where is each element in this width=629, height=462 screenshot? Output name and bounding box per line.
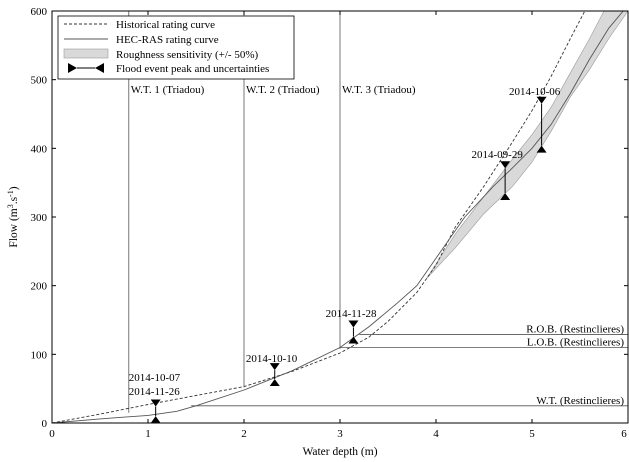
restinclieres-label-1: R.O.B. (Restinclieres) (526, 323, 624, 335)
y-tick-label-3: 300 (31, 212, 48, 224)
legend: Historical rating curve HEC-RAS rating cu… (57, 15, 295, 80)
flood-event-5-lower-marker (536, 145, 547, 153)
y-axis-title-part-0: Flow (m (8, 208, 20, 247)
flood-event-2-lower-marker (269, 379, 280, 387)
triadou-label-3: W.T. 3 (Triadou) (342, 84, 416, 96)
legend-label-flood: Flood event peak and uncertainties (116, 63, 269, 75)
x-tick-label-3: 3 (337, 428, 343, 440)
y-tick-label-1: 100 (31, 349, 48, 361)
y-axis-title-part-2: .s (8, 196, 20, 204)
y-tick-label-6: 600 (31, 6, 48, 18)
flood-label-5: 2014-10-06 (509, 86, 561, 98)
x-tick-label-0: 0 (49, 428, 55, 440)
y-tick-label-2: 200 (31, 281, 48, 293)
flood-label-2: 2014-10-10 (246, 353, 298, 365)
x-tick-label-5: 5 (529, 428, 535, 440)
flood-event-2-upper-marker (269, 363, 280, 371)
flood-event-1-lower-marker (150, 416, 161, 424)
triadou-label-1: W.T. 1 (Triadou) (131, 84, 205, 96)
flood-event-3-upper-marker (348, 320, 359, 328)
flood-event-4-lower-marker (500, 192, 511, 200)
roughness-band (426, 11, 628, 280)
y-axis-title-part-1: 3 (6, 204, 15, 208)
y-axis-title-part-4: ) (8, 186, 20, 190)
y-tick-label-0: 0 (42, 418, 48, 430)
flood-event-4-upper-marker (500, 161, 511, 169)
legend-swatch-roughness (63, 48, 109, 59)
x-tick-label-4: 4 (433, 428, 439, 440)
flood-label-3: 2014-11-28 (326, 308, 377, 320)
x-axis-title: Water depth (m) (302, 446, 377, 458)
hecras-rating-curve (52, 11, 624, 423)
flood-label-1b: 2014-11-26 (129, 386, 180, 398)
flood-event-5-upper-marker (536, 96, 547, 104)
legend-swatch-flood-right (95, 63, 104, 73)
y-axis-title-part-3: -1 (6, 190, 15, 197)
y-tick-label-4: 400 (31, 143, 48, 155)
annotations: 2014-10-07 2014-11-26 2014-10-10 2014-11-28… (129, 84, 624, 424)
y-axis-title: Flow (m3.s-1) (6, 186, 20, 247)
historical-rating-curve (52, 11, 586, 423)
restinclieres-label-3: W.T. (Restinclieres) (536, 395, 624, 407)
y-tick-label-5: 500 (31, 75, 48, 87)
flood-label-1a: 2014-10-07 (129, 372, 181, 384)
x-tick-label-1: 1 (145, 428, 151, 440)
plot-area (52, 11, 628, 423)
restinclieres-label-2: L.O.B. (Restinclieres) (527, 336, 624, 348)
x-tick-label-2: 2 (241, 428, 247, 440)
flood-event-1-upper-marker (150, 399, 161, 407)
legend-label-roughness: Roughness sensitivity (+/- 50%) (116, 49, 259, 61)
legend-label-hecras: HEC-RAS rating curve (116, 34, 219, 46)
legend-label-historical: Historical rating curve (116, 19, 215, 31)
axes: 0 1 2 3 4 5 6 0 100 200 300 400 500 600 Water depth (m… (6, 6, 629, 458)
legend-swatch-flood-left (68, 63, 77, 73)
flood-event-3-lower-marker (348, 336, 359, 344)
flood-label-4: 2014-09-29 (472, 149, 524, 161)
triadou-label-2: W.T. 2 (Triadou) (246, 84, 320, 96)
x-tick-label-6: 6 (621, 428, 627, 440)
